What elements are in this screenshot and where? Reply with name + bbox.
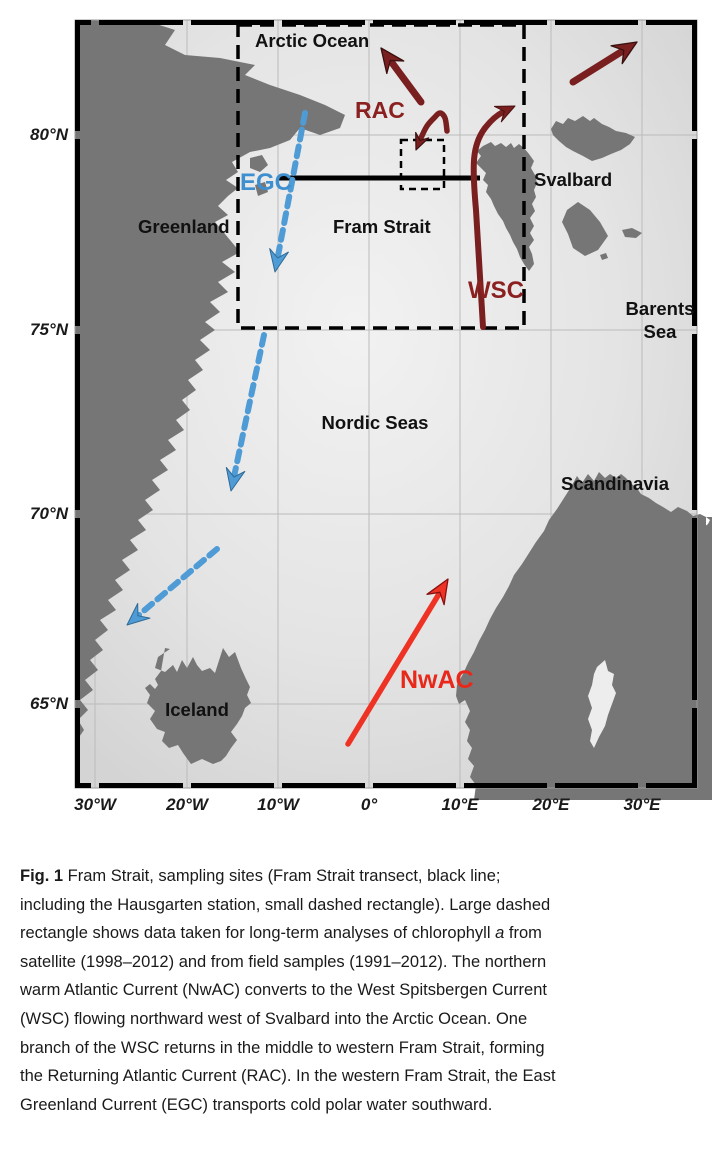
svg-text:WSC: WSC bbox=[468, 277, 524, 304]
svg-text:30°E: 30°E bbox=[623, 795, 661, 814]
svg-text:Iceland: Iceland bbox=[165, 699, 229, 720]
svg-text:Greenland: Greenland bbox=[138, 216, 230, 237]
svg-text:Sea: Sea bbox=[644, 321, 678, 342]
svg-text:20°W: 20°W bbox=[165, 795, 210, 814]
svg-text:65°N: 65°N bbox=[30, 694, 69, 713]
svg-text:75°N: 75°N bbox=[30, 320, 69, 339]
svg-text:RAC: RAC bbox=[355, 97, 405, 123]
svg-text:EGC: EGC bbox=[240, 169, 292, 196]
svg-text:Fram Strait: Fram Strait bbox=[333, 216, 431, 237]
svg-text:80°N: 80°N bbox=[30, 125, 69, 144]
svg-text:Nordic Seas: Nordic Seas bbox=[322, 412, 429, 433]
svg-text:Scandinavia: Scandinavia bbox=[561, 473, 670, 494]
svg-text:30°W: 30°W bbox=[74, 795, 118, 814]
svg-text:Arctic Ocean: Arctic Ocean bbox=[255, 30, 369, 51]
svg-text:10°W: 10°W bbox=[257, 795, 301, 814]
svg-text:20°E: 20°E bbox=[531, 795, 570, 814]
svg-text:Barents: Barents bbox=[626, 298, 695, 319]
svg-text:0°: 0° bbox=[361, 795, 377, 814]
svg-text:10°E: 10°E bbox=[441, 795, 479, 814]
svg-text:Svalbard: Svalbard bbox=[534, 169, 612, 190]
svg-text:70°N: 70°N bbox=[30, 504, 69, 523]
svg-text:NwAC: NwAC bbox=[400, 666, 474, 694]
